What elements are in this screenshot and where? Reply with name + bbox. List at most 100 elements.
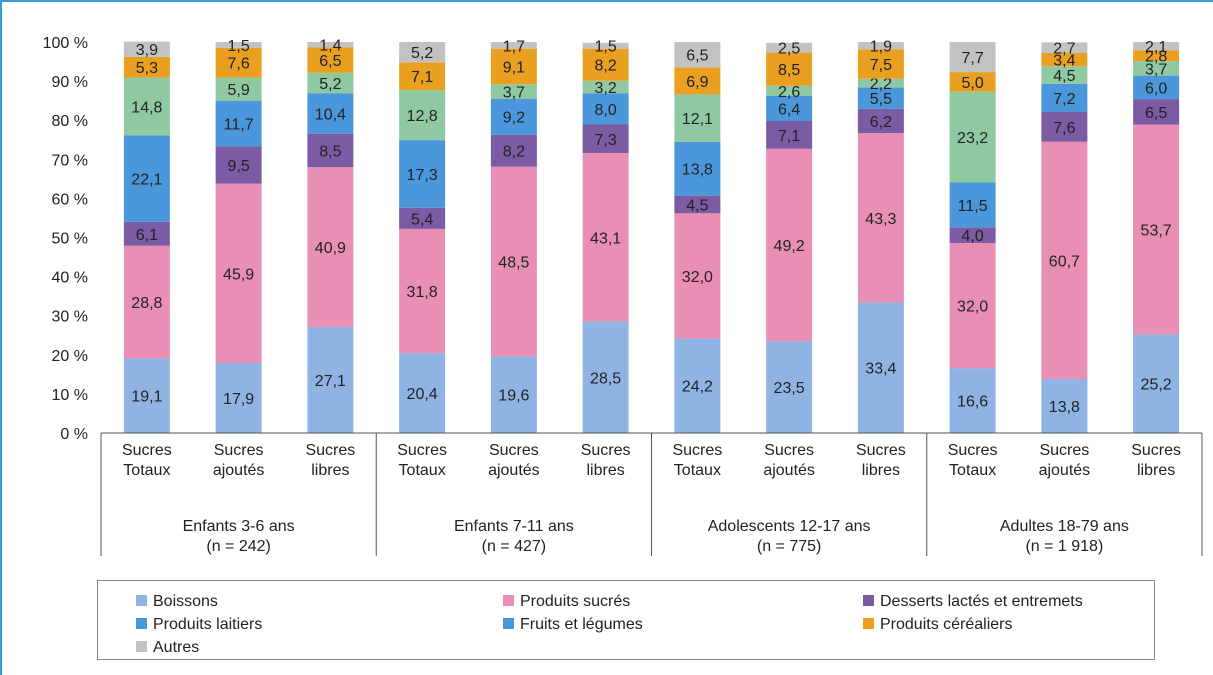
bar-segment — [766, 85, 813, 96]
segment-value-label: 10,4 — [315, 107, 346, 124]
segment-value-label: 3,7 — [503, 84, 525, 101]
bar-segment — [949, 42, 996, 73]
bar-segment — [399, 42, 446, 63]
bar-segment — [674, 195, 721, 214]
bar-segment — [307, 42, 354, 48]
bar-segment — [490, 166, 537, 357]
segment-value-label: 8,5 — [319, 144, 341, 161]
bar-segment — [674, 338, 721, 433]
bar-stack: 17,9 45,9 9,5 11,7 5,9 7,61,5 — [215, 38, 262, 433]
segment-value-label: 7,1 — [411, 69, 433, 86]
bar-segment — [674, 213, 721, 339]
legend-label: Fruits et légumes — [520, 616, 643, 633]
group-n-label: (n = 427) — [482, 538, 546, 555]
legend-swatch — [136, 618, 147, 629]
segment-value-label: 23,2 — [957, 130, 988, 147]
bar-segment — [399, 62, 446, 91]
segment-value-label: 43,1 — [590, 230, 621, 247]
segment-value-label: 6,5 — [1145, 105, 1167, 122]
bar-segment — [766, 52, 813, 86]
bar-segment — [582, 80, 629, 94]
segment-value-label: 22,1 — [131, 172, 162, 189]
segment-value-label: 5,2 — [319, 76, 341, 93]
bar-segment — [1041, 111, 1088, 142]
group-label: Adultes 18-79 ans — [1000, 518, 1129, 535]
segment-value-label: 11,7 — [224, 117, 254, 134]
bars: 19,1 28,8 6,1 22,1 14,8 5,33,9 17,9 45,9 9,5 11,7… — [123, 38, 1180, 433]
bar-segment — [582, 124, 629, 154]
segment-value-label: 7,7 — [962, 50, 984, 67]
bar-segment — [215, 146, 262, 184]
bar-segment — [123, 358, 170, 433]
category-label: Sucres libres — [305, 442, 355, 479]
segment-value-label: 6,1 — [136, 227, 158, 244]
segment-value-label: 8,0 — [595, 102, 617, 119]
segment-value-label: 3,7 — [1145, 61, 1167, 78]
legend-item-produits-sucres: Produits sucrés — [503, 593, 630, 611]
legend-swatch — [503, 595, 514, 606]
y-tick-label: 60 % — [52, 191, 88, 208]
bar-segment — [490, 98, 537, 135]
legend-item-produits-laitiers: Produits laitiers — [136, 616, 262, 634]
group-n-label: (n = 242) — [206, 538, 270, 555]
bar-stack: 28,5 43,1 7,3 8,0 3,2 8,2 1,5 — [582, 39, 629, 433]
segment-value-label: 32,0 — [957, 299, 988, 316]
bar-segment — [1041, 379, 1088, 433]
bar-segment — [490, 356, 537, 433]
group-n-label: (n = 1 918) — [1025, 538, 1103, 555]
segment-value-label: 60,7 — [1049, 253, 1080, 270]
bar-segment — [857, 133, 904, 303]
segment-value-label: 14,8 — [131, 100, 162, 117]
bar-segment — [1133, 99, 1180, 125]
bar-segment — [123, 135, 170, 222]
bar-segment — [949, 227, 996, 243]
bar-segment — [674, 42, 721, 68]
bar-segment — [766, 341, 813, 433]
segment-value-label: 8,2 — [595, 58, 617, 75]
y-tick-label: 100 % — [43, 35, 88, 52]
segment-value-label: 53,7 — [1141, 222, 1172, 239]
segment-value-label: 9,5 — [228, 158, 250, 175]
segment-value-label: 6,0 — [1145, 80, 1167, 97]
segment-value-label: 43,3 — [865, 211, 896, 228]
bar-segment — [307, 133, 354, 168]
bar-segment — [399, 228, 446, 354]
bar-segment — [307, 93, 354, 134]
category-label: Sucres Totaux — [672, 442, 722, 479]
bar-segment — [1133, 42, 1180, 51]
segment-value-label: 6,2 — [870, 114, 892, 131]
legend-swatch — [863, 618, 874, 629]
bar-segment — [857, 302, 904, 433]
bar-segment — [123, 41, 170, 57]
bar-segment — [582, 321, 629, 433]
segment-value-label: 28,8 — [131, 295, 162, 312]
bar-segment — [582, 93, 629, 125]
bar-segment — [949, 91, 996, 183]
segment-value-label: 32,0 — [682, 269, 713, 286]
legend-swatch — [863, 595, 874, 606]
segment-value-label: 12,1 — [682, 111, 713, 128]
segment-value-label: 3,4 — [1053, 53, 1075, 70]
bar-segment — [215, 183, 262, 364]
y-tick-label: 30 % — [52, 309, 88, 326]
bar-segment — [307, 167, 354, 328]
bar-segment — [399, 353, 446, 433]
segment-value-label: 5,0 — [962, 75, 984, 92]
bar-segment — [582, 42, 629, 49]
segment-value-label: 45,9 — [223, 266, 254, 283]
bar-segment — [949, 242, 996, 369]
bar-stack: 23,5 49,2 7,1 6,42,6 8,5 2,5 — [766, 41, 813, 433]
segment-value-label: 6,9 — [686, 74, 708, 91]
category-label: Sucres ajoutés — [213, 442, 265, 479]
segment-value-label: 2,1 — [1145, 39, 1167, 56]
bar-segment — [674, 94, 721, 142]
segment-value-label: 6,4 — [778, 101, 800, 118]
bar-segment — [1041, 52, 1088, 67]
segment-value-label: 9,2 — [503, 110, 525, 127]
segment-value-label: 6,5 — [319, 53, 341, 70]
bar-segment — [490, 134, 537, 167]
legend-item-fruits-legumes: Fruits et légumes — [503, 616, 643, 634]
segment-value-label: 2,7 — [1053, 41, 1075, 58]
